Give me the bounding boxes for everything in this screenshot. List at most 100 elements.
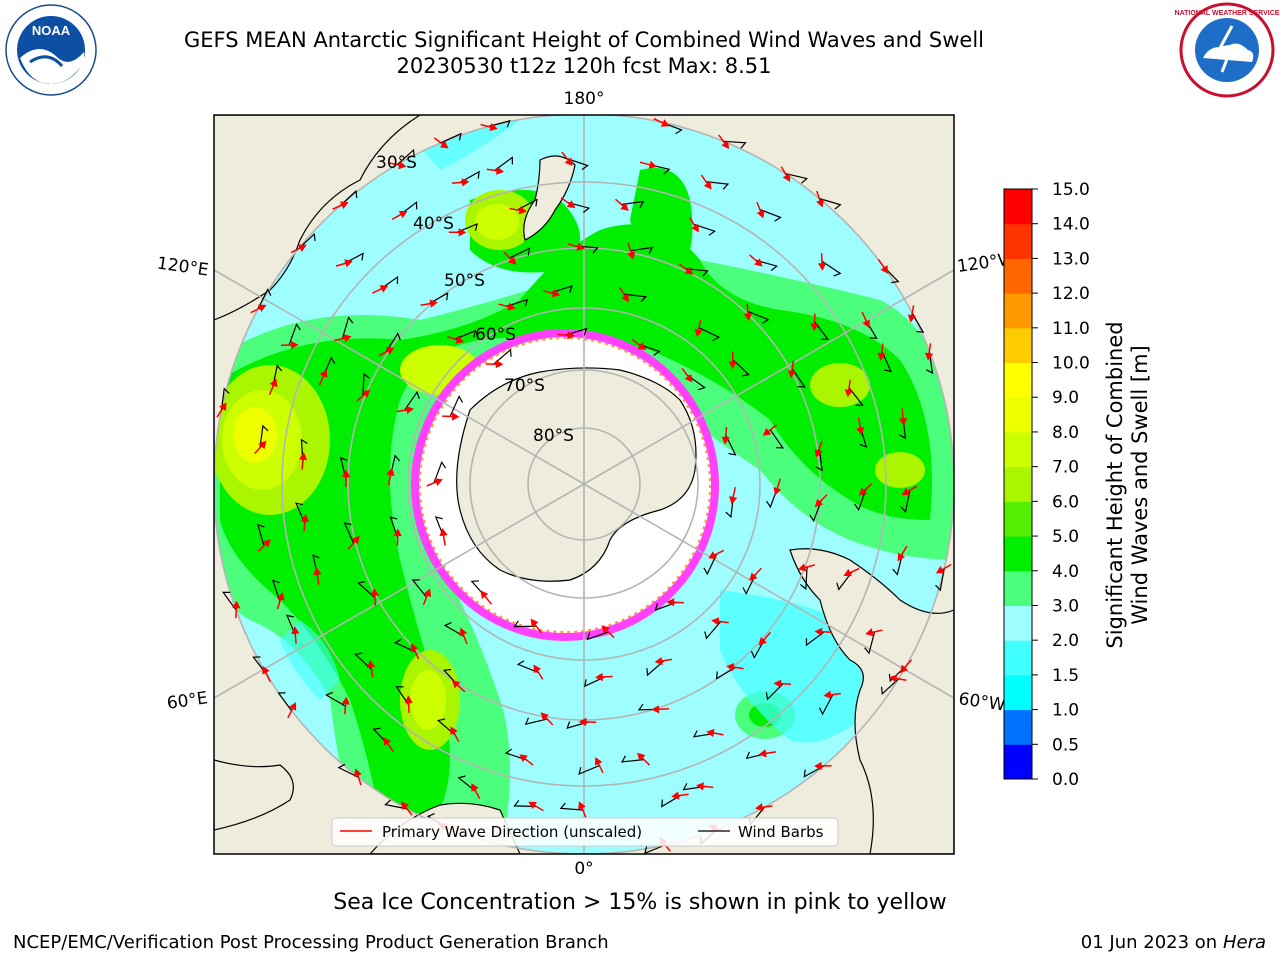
wave-direction-arrow	[755, 803, 773, 812]
colorbar-segment	[1004, 466, 1032, 502]
wind-barb	[559, 802, 583, 811]
wind-barb	[395, 686, 410, 706]
wave-direction-arrow	[594, 756, 604, 774]
wind-barb	[339, 189, 358, 207]
wind-barb	[814, 321, 829, 340]
wave-direction-arrow	[711, 617, 729, 626]
wave-direction-arrow	[567, 242, 585, 251]
wave-direction-arrow	[332, 201, 349, 210]
colorbar-tick-label: 14.0	[1052, 215, 1090, 235]
wave-direction-arrow	[706, 728, 724, 738]
wave-direction-arrow	[318, 369, 328, 386]
wind-barb	[271, 579, 281, 602]
wave-direction-arrow	[773, 478, 782, 496]
wave-direction-arrow	[451, 680, 466, 693]
wave-direction-arrow	[486, 166, 505, 175]
wind-barb	[411, 579, 427, 598]
wave-direction-arrow	[540, 712, 554, 726]
colorbar-tick-label: 4.0	[1052, 562, 1079, 582]
wind-barb	[509, 247, 531, 259]
land-new-zealand	[523, 155, 576, 241]
wind-barb	[892, 553, 904, 576]
wave-direction-arrow	[627, 242, 636, 260]
lat-label-80s: 80°S	[533, 426, 574, 446]
wave-direction-arrow	[865, 628, 883, 637]
wind-barb	[404, 390, 420, 411]
wave-direction-arrow	[291, 626, 300, 644]
wind-barb	[259, 424, 269, 448]
wave-direction-arrow	[749, 567, 763, 581]
wind-barb	[567, 201, 591, 213]
colorbar: 0.0 0.5 1.0 1.5 2.0 3.0 4.0 5.0 6.0 7.0 8.0 9.0 10.0…	[1003, 180, 1090, 790]
wave-direction-arrow	[533, 664, 544, 680]
wave-direction-arrow	[250, 304, 267, 314]
wind-barb	[337, 763, 359, 778]
wind-barb	[848, 387, 864, 406]
wind-barb	[880, 678, 899, 696]
wind-barb	[815, 448, 823, 472]
wind-barb	[389, 516, 399, 539]
wave-direction-arrow	[396, 405, 414, 415]
wave-direction-arrow	[749, 254, 763, 267]
lon-label-120e: 120°E	[156, 254, 210, 281]
colorbar-segment	[1004, 431, 1032, 468]
wind-barb	[704, 621, 722, 640]
colorbar-tick-label: 13.0	[1052, 249, 1090, 269]
colorbar-segment	[1004, 744, 1032, 780]
wave-direction-arrow	[756, 201, 765, 219]
wind-barb	[821, 260, 842, 277]
wind-barb	[325, 691, 346, 707]
wave-direction-arrow	[334, 334, 352, 343]
wind-barb	[257, 288, 272, 310]
lon-label-60w: 60°W	[957, 689, 1006, 715]
wind-barb	[685, 268, 709, 277]
wind-barb	[454, 329, 477, 340]
wind-barb	[644, 844, 666, 854]
land-africa	[214, 759, 294, 831]
wave-direction-arrow	[509, 206, 527, 215]
lat-label-40s: 40°S	[413, 214, 454, 234]
wave-direction-arrow	[814, 494, 828, 508]
wave-direction-arrow	[420, 299, 438, 308]
wind-barb	[379, 275, 399, 291]
wave-direction-arrow	[367, 659, 376, 678]
colorbar-segment	[1004, 397, 1032, 433]
wind-barb	[769, 429, 785, 449]
colorbar-segment	[1004, 536, 1032, 572]
wave-direction-arrow	[450, 726, 460, 743]
wind-barb	[638, 343, 661, 356]
wind-barb	[488, 119, 511, 128]
wind-barb	[504, 748, 528, 761]
wind-barb	[686, 374, 707, 391]
wave-direction-arrow	[818, 253, 827, 271]
wave-direction-arrow	[861, 311, 870, 329]
wind-barb	[354, 652, 372, 670]
noaa-logo: NOAA	[5, 4, 97, 96]
wind-barb	[809, 500, 822, 523]
wave-direction-arrow	[743, 303, 753, 321]
wave-direction-arrow	[480, 590, 492, 605]
wave-direction-arrow	[639, 160, 658, 169]
wave-direction-arrow	[708, 549, 725, 559]
wind-barb	[755, 259, 778, 271]
wave-direction-arrow	[897, 545, 908, 562]
wind-barb	[742, 573, 757, 595]
colorbar-segment	[1004, 362, 1032, 398]
colorbar-frame	[1003, 188, 1033, 780]
wave-direction-arrow	[503, 251, 517, 265]
wind-barb	[516, 660, 539, 674]
colorbar-tick-label: 11.0	[1052, 319, 1090, 339]
wave-direction-arrow	[901, 485, 918, 496]
wind-barb	[900, 490, 911, 514]
wind-barb	[513, 800, 537, 808]
wave-direction-arrow	[287, 702, 297, 719]
date-line: 01 Jun 2023 on Hera	[1081, 932, 1266, 953]
wind-barb	[440, 132, 462, 144]
wind-barb	[692, 730, 716, 738]
wind-barb	[396, 148, 415, 166]
wind-barb	[524, 717, 548, 725]
wind-barb	[586, 631, 609, 641]
land-australia	[214, 115, 420, 320]
lon-label-180: 180°	[564, 89, 605, 109]
wave-direction-arrow	[335, 259, 353, 268]
